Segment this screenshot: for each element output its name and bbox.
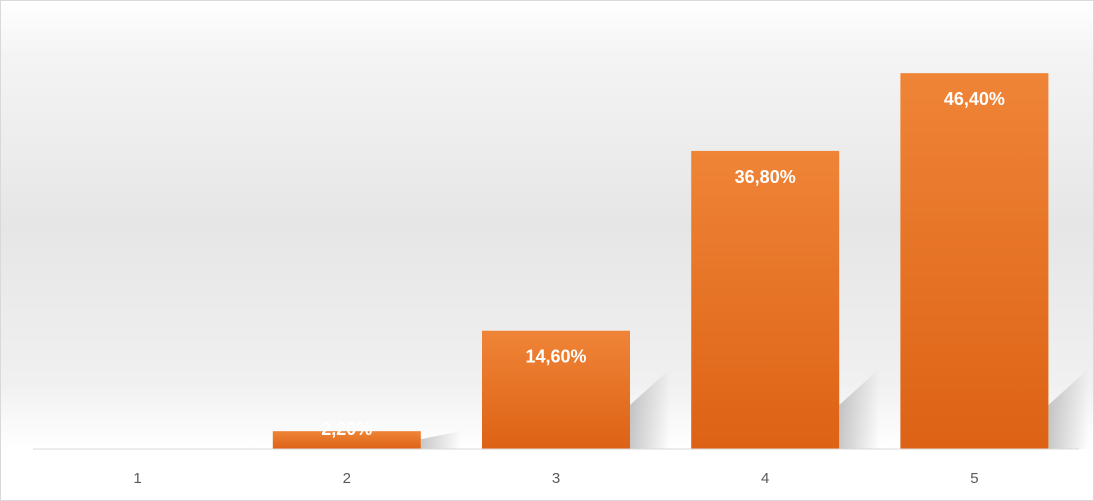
x-tick-label-3: 3 bbox=[552, 470, 560, 487]
bar-shadow bbox=[1048, 369, 1089, 449]
bar-shadow bbox=[630, 369, 670, 449]
x-tick-label-2: 2 bbox=[343, 470, 351, 487]
bar-4 bbox=[691, 150, 840, 450]
data-label-5: 46,40% bbox=[944, 89, 1005, 109]
bar-3 bbox=[482, 330, 630, 449]
x-tick-label-5: 5 bbox=[970, 470, 978, 487]
data-label-2: 2,20% bbox=[321, 419, 372, 439]
bar-shadow bbox=[839, 369, 880, 449]
data-label-4: 36,80% bbox=[735, 167, 796, 187]
x-tick-label-4: 4 bbox=[761, 470, 769, 487]
bar-5 bbox=[900, 73, 1049, 449]
bar-shadows bbox=[420, 369, 1089, 449]
bars bbox=[272, 73, 1049, 450]
x-tick-labels: 1 2 3 4 5 bbox=[133, 470, 978, 487]
data-label-3: 14,60% bbox=[525, 347, 586, 367]
x-tick-label-1: 1 bbox=[133, 470, 141, 487]
bar-shadow bbox=[420, 431, 461, 449]
data-labels: 2,20% 14,60% 36,80% 46,40% bbox=[321, 89, 1005, 439]
bar-2 bbox=[272, 431, 421, 449]
